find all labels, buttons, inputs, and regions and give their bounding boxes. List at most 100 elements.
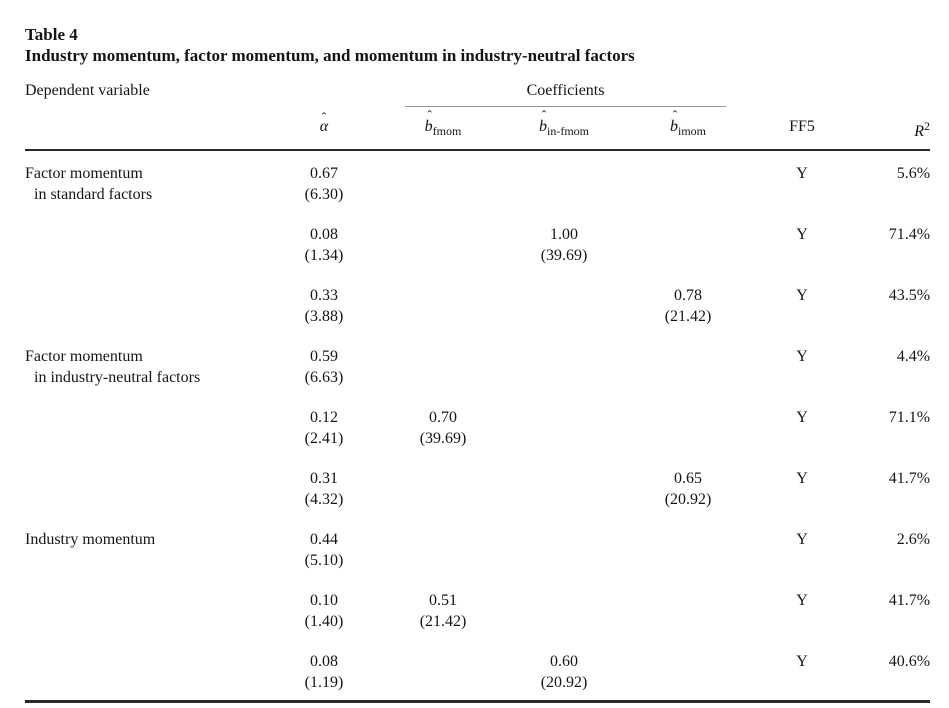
table-row: Factor momentum in industry-neutral facto… <box>25 334 930 395</box>
col-header-ff5: FF5 <box>749 110 856 151</box>
t-stat <box>385 489 501 510</box>
r2-cell: 4.4% <box>896 348 931 365</box>
estimate: 0.65 <box>674 470 703 487</box>
t-stat: (21.42) <box>664 308 712 325</box>
alpha-cell: 0.33 (3.88) <box>263 273 385 334</box>
t-stat <box>501 489 627 510</box>
ff5-cell: Y <box>796 470 808 487</box>
t-stat: (20.92) <box>664 491 712 508</box>
estimate: 0.33 <box>310 287 338 304</box>
alpha-cell: 0.10 (1.40) <box>263 578 385 639</box>
t-stat <box>385 550 501 571</box>
t-stat <box>627 184 749 205</box>
estimate <box>501 163 627 184</box>
estimate: 0.67 <box>310 165 338 182</box>
t-stat: (4.32) <box>304 491 344 508</box>
t-stat <box>385 184 501 205</box>
r2-cell: 43.5% <box>888 287 931 304</box>
col-header-binfmom: ˆ bin-fmom <box>501 109 628 151</box>
alpha-cell: 0.59 (6.63) <box>263 334 385 395</box>
bimom-cell <box>627 578 749 639</box>
t-stat <box>627 245 749 266</box>
estimate <box>627 590 749 611</box>
table-row: Factor momentum in standard factors 0.67 (… <box>25 150 930 212</box>
binfmom-cell <box>501 273 627 334</box>
table-row: 0.10 (1.40) 0.51 (21.42) Y 41.7% <box>25 578 930 639</box>
estimate <box>385 224 501 245</box>
t-stat <box>385 672 501 693</box>
estimate: 0.60 <box>550 653 579 670</box>
bfmom-cell <box>385 639 502 703</box>
t-stat: (39.69) <box>540 247 588 264</box>
bfmom-cell <box>385 334 501 395</box>
r2-cell: 40.6% <box>855 639 931 703</box>
t-stat: (1.19) <box>304 674 344 691</box>
t-stat <box>627 550 749 571</box>
bimom-cell <box>627 517 749 578</box>
table-row: 0.08 (1.19) 0.60 (20.92) Y 40.6% <box>25 639 931 703</box>
bfmom-cell <box>385 212 501 273</box>
alpha-cell: 0.08 (1.34) <box>263 212 385 273</box>
table-row: 0.12 (2.41) 0.70 (39.69) Y 71.1% <box>25 395 930 456</box>
estimate <box>501 346 627 367</box>
ff5-cell: Y <box>796 592 808 609</box>
t-stat: (3.88) <box>304 308 344 325</box>
t-stat: (6.63) <box>304 369 344 386</box>
row-label-cell: Factor momentum in industry-neutral facto… <box>25 334 263 395</box>
row-label-cell <box>25 273 263 334</box>
binfmom-cell: 1.00 (39.69) <box>501 212 627 273</box>
estimate <box>627 163 749 184</box>
estimate <box>627 651 749 672</box>
table-row: 0.31 (4.32) 0.65 (20.92) Y 41.7% <box>25 456 930 517</box>
estimate <box>501 468 627 489</box>
r2-cell: 41.7% <box>888 470 931 487</box>
hat-accent: ˆ <box>321 110 327 126</box>
estimate: 0.70 <box>429 409 458 426</box>
bfmom-cell <box>385 517 501 578</box>
ff5-cell: Y <box>796 165 808 182</box>
t-stat: (1.40) <box>304 613 344 630</box>
t-stat <box>501 367 627 388</box>
ff5-cell: Y <box>796 531 808 548</box>
t-stat: (6.30) <box>304 186 344 203</box>
table-row: 0.33 (3.88) 0.78 (21.42) Y 43.5% <box>25 273 930 334</box>
binfmom-cell: 0.60 (20.92) <box>501 639 628 703</box>
t-stat <box>385 245 501 266</box>
estimate <box>627 224 749 245</box>
ff5-cell: Y <box>749 639 856 703</box>
ff5-cell: Y <box>796 287 808 304</box>
table-row: 0.08 (1.34) 1.00 (39.69) Y 71.4% <box>25 212 930 273</box>
r2-cell: 41.7% <box>888 592 931 609</box>
row-label-cell <box>25 212 263 273</box>
bimom-cell <box>627 395 749 456</box>
estimate <box>501 407 627 428</box>
bimom-cell <box>627 639 750 703</box>
estimate <box>501 590 627 611</box>
bfmom-cell: 0.70 (39.69) <box>385 395 501 456</box>
table-number: Table 4 <box>25 25 78 44</box>
estimate <box>501 285 627 306</box>
ff5-cell: Y <box>796 348 808 365</box>
col-header-bimom: ˆ bimom <box>627 109 750 151</box>
row-label-cell <box>25 578 263 639</box>
t-stat <box>501 184 627 205</box>
dependent-variable-header: Dependent variable <box>25 82 150 99</box>
row-label-cell: Factor momentum in standard factors <box>25 150 263 212</box>
binfmom-cell <box>501 456 627 517</box>
r2-cell: 2.6% <box>896 531 931 548</box>
estimate: 0.10 <box>310 592 338 609</box>
r2-cell: 5.6% <box>896 165 931 182</box>
row-label-line2: in industry-neutral factors <box>34 369 201 386</box>
bfmom-cell <box>385 150 501 212</box>
t-stat <box>385 367 501 388</box>
hat-accent: ˆ <box>427 108 432 124</box>
row-label-line2: in standard factors <box>34 186 153 203</box>
ff5-cell: Y <box>796 409 808 426</box>
t-stat <box>627 428 749 449</box>
estimate <box>627 346 749 367</box>
estimate <box>385 529 501 550</box>
alpha-cell: 0.44 (5.10) <box>263 517 385 578</box>
estimate: 0.08 <box>310 226 338 243</box>
